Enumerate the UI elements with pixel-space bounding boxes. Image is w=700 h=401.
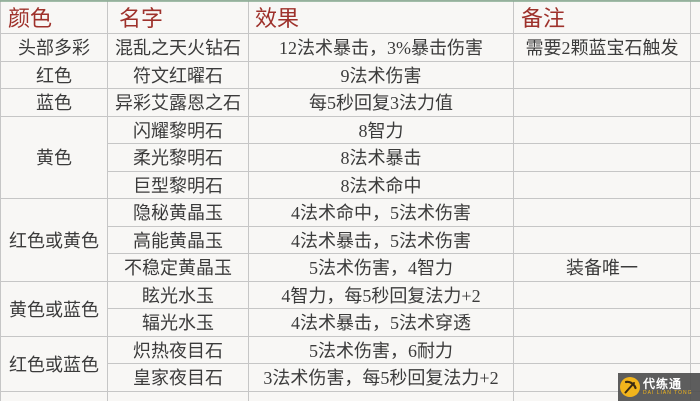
cell-name: 皇家夜目石 bbox=[107, 363, 249, 392]
table-row-blue: 蓝色 异彩艾露恩之石 每5秒回复3法力值 bbox=[0, 88, 700, 117]
cell-effect: 5法术伤害，4智力 bbox=[248, 253, 514, 282]
cell-note bbox=[513, 335, 691, 364]
cell-color-merged: 黄色 bbox=[0, 115, 108, 199]
cell-effect: 4法术暴击，5法术伤害 bbox=[248, 225, 514, 254]
cell-effect: 3法术伤害，每5秒回复法力+2 bbox=[248, 363, 514, 392]
cell-color: 红色 bbox=[0, 60, 108, 89]
cell-color: 头部多彩 bbox=[0, 33, 108, 62]
cell-note bbox=[513, 308, 691, 337]
cell-name: 符文红曜石 bbox=[107, 60, 249, 89]
brand-subtitle: DAI LIAN TONG bbox=[643, 390, 693, 396]
cell-effect: 4智力，每5秒回复法力+2 bbox=[248, 280, 514, 309]
cell-color-merged: 黄色或蓝色 bbox=[0, 280, 108, 337]
cell-name: 巨型黎明石 bbox=[107, 170, 249, 199]
table-row-empty bbox=[0, 390, 700, 401]
cell-note bbox=[513, 170, 691, 199]
header-color: 颜色 bbox=[0, 0, 108, 34]
cell-name: 不稳定黄晶玉 bbox=[107, 253, 249, 282]
cell-note bbox=[513, 115, 691, 144]
cell-name: 眩光水玉 bbox=[107, 280, 249, 309]
cell-note bbox=[513, 280, 691, 309]
cell-effect: 4法术暴击，5法术穿透 bbox=[248, 308, 514, 337]
cell-name: 炽热夜目石 bbox=[107, 335, 249, 364]
pickaxe-logo-icon bbox=[620, 377, 640, 397]
cell-note bbox=[513, 88, 691, 117]
table-row-red: 红色 符文红曜石 9法术伤害 bbox=[0, 60, 700, 89]
table-row-red-or-yellow-3: 不稳定黄晶玉 5法术伤害，4智力 装备唯一 bbox=[1, 253, 700, 282]
header-row: 颜色 名字 效果 备注 bbox=[0, 0, 700, 34]
header-name: 名字 bbox=[107, 0, 249, 34]
cell-effect: 8法术暴击 bbox=[248, 143, 514, 172]
table-row-yellow-3: 巨型黎明石 8法术命中 bbox=[1, 170, 700, 199]
cell-effect: 9法术伤害 bbox=[248, 60, 514, 89]
table-row-meta-gem: 头部多彩 混乱之天火钻石 12法术暴击，3%暴击伤害 需要2颗蓝宝石触发 bbox=[0, 33, 700, 62]
cell-effect: 5法术伤害，6耐力 bbox=[248, 335, 514, 364]
table-row-yellow-1: 黄色 闪耀黎明石 8智力 bbox=[0, 115, 700, 199]
table-row-red-or-yellow-1: 红色或黄色 隐秘黄晶玉 4法术命中，5法术伤害 bbox=[0, 198, 700, 282]
cell-name: 高能黄晶玉 bbox=[107, 225, 249, 254]
header-effect: 效果 bbox=[248, 0, 514, 34]
cell-note bbox=[513, 198, 691, 227]
table-row-yellow-2: 柔光黎明石 8法术暴击 bbox=[1, 143, 700, 172]
cell-name: 混乱之天火钻石 bbox=[107, 33, 249, 62]
table-row-yellow-or-blue-1: 黄色或蓝色 眩光水玉 4智力，每5秒回复法力+2 bbox=[0, 280, 700, 337]
cell-effect: 4法术命中，5法术伤害 bbox=[248, 198, 514, 227]
top-edge-strip bbox=[0, 0, 700, 2]
brand-name: 代练通 bbox=[643, 377, 683, 391]
cell-note: 装备唯一 bbox=[513, 253, 691, 282]
header-sliver bbox=[690, 0, 700, 34]
cell-note bbox=[513, 143, 691, 172]
cell-color-merged: 红色或黄色 bbox=[0, 198, 108, 282]
cell-note: 需要2颗蓝宝石触发 bbox=[513, 33, 691, 62]
cell-note bbox=[513, 225, 691, 254]
cell-name: 隐秘黄晶玉 bbox=[107, 198, 249, 227]
cell-effect: 每5秒回复3法力值 bbox=[248, 88, 514, 117]
watermark: 代练通 DAI LIAN TONG bbox=[618, 373, 700, 401]
table-row-red-or-blue-1: 红色或蓝色 炽热夜目石 5法术伤害，6耐力 bbox=[0, 335, 700, 392]
cell-effect: 8法术命中 bbox=[248, 170, 514, 199]
cell-color: 蓝色 bbox=[0, 88, 108, 117]
cell-note bbox=[513, 60, 691, 89]
cell-name: 异彩艾露恩之石 bbox=[107, 88, 249, 117]
cell-name: 闪耀黎明石 bbox=[107, 115, 249, 144]
cell-effect: 12法术暴击，3%暴击伤害 bbox=[248, 33, 514, 62]
cell-effect: 8智力 bbox=[248, 115, 514, 144]
header-note: 备注 bbox=[513, 0, 691, 34]
cell-name: 柔光黎明石 bbox=[107, 143, 249, 172]
cell-name: 辐光水玉 bbox=[107, 308, 249, 337]
cell-color-merged: 红色或蓝色 bbox=[0, 335, 108, 392]
table-row-red-or-yellow-2: 高能黄晶玉 4法术暴击，5法术伤害 bbox=[1, 225, 700, 254]
watermark-text: 代练通 DAI LIAN TONG bbox=[643, 378, 693, 396]
